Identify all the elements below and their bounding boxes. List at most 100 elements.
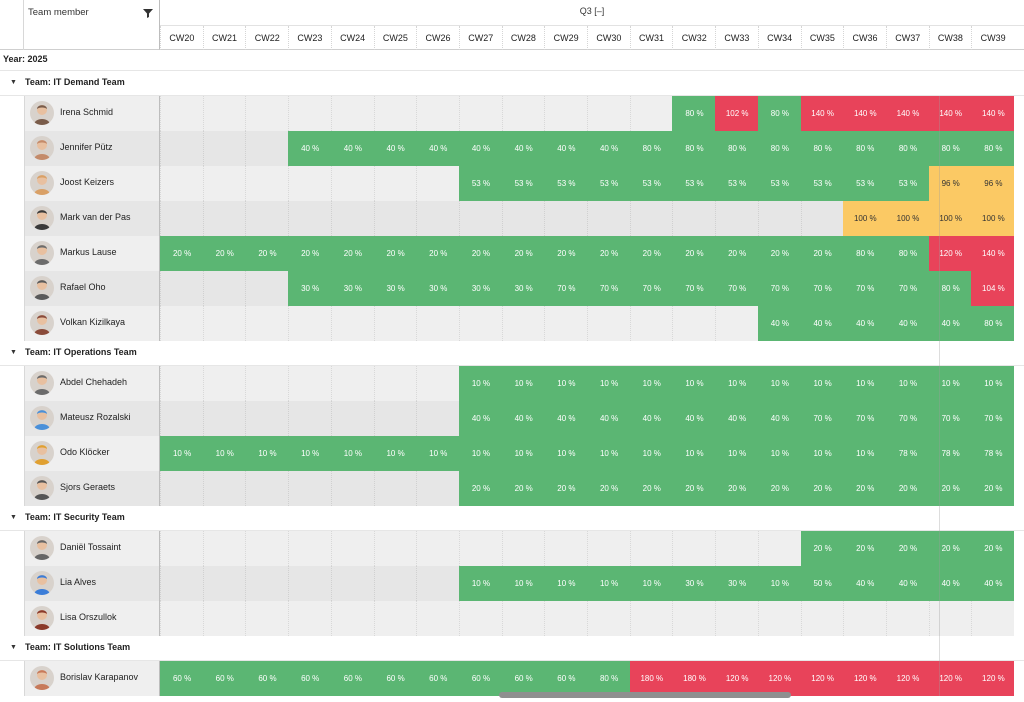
allocation-cell[interactable]: 53 % [587,166,631,201]
member-name-cell[interactable]: Mateusz Rozalski [24,401,160,436]
allocation-cell[interactable] [245,366,289,401]
allocation-cell[interactable] [544,96,588,131]
allocation-cell[interactable]: 10 % [629,366,673,401]
allocation-cell[interactable] [288,166,332,201]
allocation-cell[interactable] [587,201,631,236]
allocation-cell[interactable]: 30 % [672,566,716,601]
allocation-cell[interactable]: 10 % [330,436,374,471]
allocation-cell[interactable] [245,201,289,236]
allocation-cell[interactable]: 70 % [544,271,588,306]
team-group-row[interactable]: ▼ Team: IT Security Team [0,506,1024,531]
allocation-cell[interactable] [245,131,289,166]
allocation-cell[interactable]: 10 % [245,436,289,471]
allocation-cell[interactable] [587,306,631,341]
allocation-cell[interactable]: 70 % [885,271,930,306]
allocation-cell[interactable]: 70 % [757,271,801,306]
allocation-cell[interactable] [672,601,716,636]
allocation-cell[interactable] [928,601,972,636]
allocation-cell[interactable] [288,306,332,341]
member-row[interactable]: Abdel Chehadeh 10 % 10 % 10 % 10 % 10 % 10 % 10… [0,366,1024,401]
allocation-cell[interactable] [373,166,417,201]
member-name-cell[interactable]: Mark van der Pas [24,201,160,236]
allocation-cell[interactable] [202,401,246,436]
allocation-cell[interactable]: 40 % [885,566,930,601]
allocation-cell[interactable]: 10 % [544,366,588,401]
allocation-cell[interactable]: 60 % [501,661,545,696]
allocation-cell[interactable]: 20 % [928,471,972,506]
allocation-cell[interactable]: 10 % [373,436,417,471]
member-row[interactable]: Rafael Oho 30 % 30 % 30 % 30 % 30 % 30 % 70 % 70… [0,271,1024,306]
allocation-cell[interactable] [160,131,204,166]
allocation-cell[interactable]: 10 % [757,366,801,401]
allocation-cell[interactable]: 80 % [885,131,930,166]
allocation-cell[interactable] [416,166,460,201]
allocation-cell[interactable]: 10 % [843,436,887,471]
allocation-cell[interactable]: 78 % [971,436,1015,471]
member-row[interactable]: Jennifer Pütz 40 % 40 % 40 % 40 % 40 % 40 % 40 … [0,131,1024,166]
allocation-cell[interactable]: 60 % [544,661,588,696]
allocation-cell[interactable]: 10 % [715,436,759,471]
allocation-cell[interactable] [160,201,204,236]
member-name-cell[interactable]: Odo Klöcker [24,436,160,471]
allocation-cell[interactable]: 20 % [971,531,1015,566]
allocation-cell[interactable] [629,201,673,236]
allocation-cell[interactable]: 20 % [843,471,887,506]
allocation-cell[interactable] [629,601,673,636]
allocation-cell[interactable]: 180 % [629,661,673,696]
allocation-cell[interactable] [672,531,716,566]
allocation-cell[interactable]: 102 % [715,96,759,131]
member-row[interactable]: Irena Schmid 80 % 102 % 80 % 140 % 140 % 140 %… [0,96,1024,131]
allocation-cell[interactable] [501,96,545,131]
allocation-cell[interactable] [501,531,545,566]
allocation-cell[interactable]: 80 % [971,306,1015,341]
allocation-cell[interactable]: 70 % [800,271,844,306]
allocation-cell[interactable] [245,271,289,306]
allocation-cell[interactable] [160,166,204,201]
allocation-cell[interactable]: 10 % [672,366,716,401]
allocation-cell[interactable]: 60 % [245,661,289,696]
member-row[interactable]: Sjors Geraets 20 % 20 % 20 % 20 % 20 % 20 % 20 … [0,471,1024,506]
allocation-cell[interactable] [330,531,374,566]
allocation-cell[interactable] [373,306,417,341]
allocation-cell[interactable]: 60 % [330,661,374,696]
allocation-cell[interactable]: 20 % [416,236,460,271]
allocation-cell[interactable] [544,601,588,636]
allocation-cell[interactable] [501,306,545,341]
allocation-cell[interactable] [373,471,417,506]
allocation-cell[interactable]: 120 % [928,236,972,271]
allocation-cell[interactable]: 80 % [587,661,631,696]
allocation-cell[interactable]: 40 % [587,401,631,436]
allocation-cell[interactable]: 50 % [800,566,844,601]
allocation-cell[interactable] [629,531,673,566]
allocation-cell[interactable]: 10 % [458,566,503,601]
allocation-cell[interactable]: 40 % [501,131,545,166]
allocation-cell[interactable] [416,366,460,401]
allocation-cell[interactable] [416,471,460,506]
allocation-cell[interactable] [587,601,631,636]
allocation-cell[interactable]: 70 % [928,401,972,436]
allocation-cell[interactable] [288,201,332,236]
quarter-toggle[interactable]: Q3 [–] [579,6,605,16]
allocation-cell[interactable]: 80 % [800,131,844,166]
allocation-cell[interactable] [458,531,503,566]
allocation-cell[interactable] [373,401,417,436]
allocation-cell[interactable]: 140 % [928,96,972,131]
allocation-cell[interactable] [715,201,759,236]
allocation-cell[interactable] [202,271,246,306]
allocation-cell[interactable]: 60 % [160,661,204,696]
allocation-cell[interactable]: 20 % [629,471,673,506]
allocation-cell[interactable]: 40 % [757,306,801,341]
allocation-cell[interactable] [672,306,716,341]
allocation-cell[interactable]: 20 % [587,471,631,506]
allocation-cell[interactable]: 30 % [715,566,759,601]
member-row[interactable]: Borislav Karapanov 60 % 60 % 60 % 60 % 60 % 60… [0,661,1024,696]
allocation-cell[interactable] [245,166,289,201]
allocation-cell[interactable] [330,166,374,201]
allocation-cell[interactable]: 80 % [885,236,930,271]
allocation-cell[interactable]: 140 % [971,96,1015,131]
allocation-cell[interactable] [160,531,204,566]
allocation-cell[interactable] [416,601,460,636]
allocation-cell[interactable] [288,401,332,436]
allocation-cell[interactable]: 20 % [202,236,246,271]
team-group-row[interactable]: ▼ Team: IT Solutions Team [0,636,1024,661]
